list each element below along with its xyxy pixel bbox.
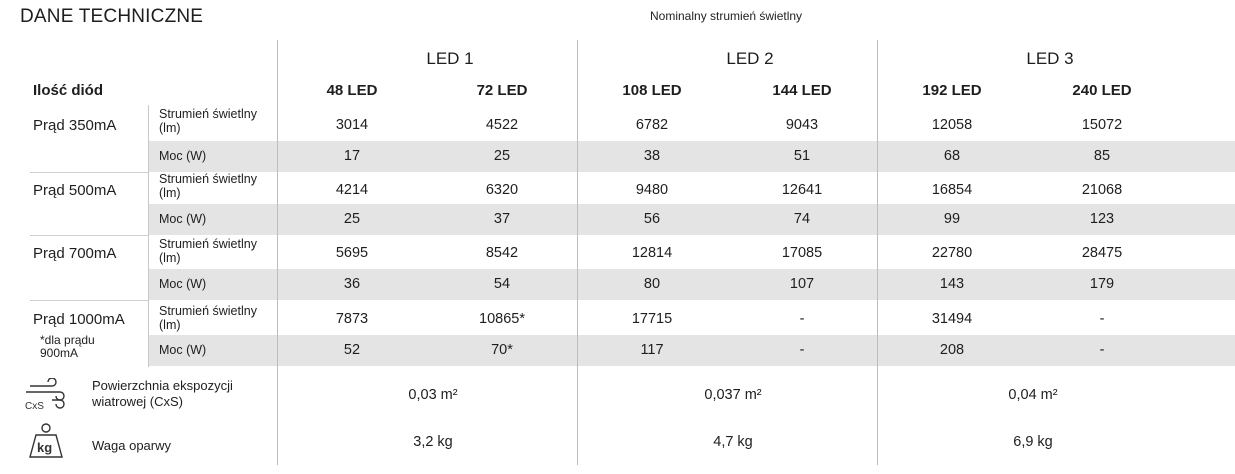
table-cell: 117: [640, 342, 664, 358]
table-cell: 4214: [335, 182, 369, 198]
table-cell: 25: [343, 211, 361, 227]
table-cell: 36: [343, 276, 361, 292]
sub-label-power: Moc (W): [159, 343, 207, 357]
weight-label: Waga oparwy: [92, 438, 171, 453]
table-cell: 31494: [931, 311, 973, 327]
table-cell: 208: [939, 342, 965, 358]
svg-text:CxS: CxS: [25, 401, 44, 412]
table-cell: 70*: [491, 342, 513, 358]
sub-label-flux: Strumień świetlny (lm): [159, 304, 257, 332]
table-cell: 15072: [1081, 117, 1123, 133]
table-cell: 12814: [631, 245, 673, 261]
table-cell: 38: [643, 148, 661, 164]
shade-row-power-500: [148, 204, 1235, 235]
table-cell: -: [799, 311, 805, 327]
current-label-700: Prąd 700mA: [33, 245, 117, 262]
table-cell: 52: [343, 342, 361, 358]
shade-row-power-350: [148, 141, 1235, 172]
weight-value-led3: 6,9 kg: [1013, 434, 1053, 450]
shade-row-power-1000: [148, 335, 1235, 366]
sub-label-power: Moc (W): [159, 149, 207, 163]
table-cell: -: [799, 342, 805, 358]
sub-label-power: Moc (W): [159, 277, 207, 291]
title: DANE TECHNICZNE: [20, 6, 204, 27]
sub-label-flux: Strumień świetlny (lm): [159, 107, 257, 135]
column-header-72: 72 LED: [476, 82, 528, 99]
wind-exposure-label: Powierzchnia ekspozycji wiatrowej (CxS): [92, 378, 233, 409]
separator-350: [30, 172, 148, 173]
table-cell: 4522: [485, 117, 519, 133]
wind-cxs-icon: CxS: [22, 377, 72, 412]
table-cell: 54: [493, 276, 511, 292]
shade-row-power-700: [148, 269, 1235, 300]
column-header-144: 144 LED: [772, 82, 832, 99]
table-cell: 56: [643, 211, 661, 227]
column-header-240: 240 LED: [1072, 82, 1132, 99]
table-cell: 179: [1089, 276, 1115, 292]
table-cell: 25: [493, 148, 511, 164]
table-cell: 16854: [931, 182, 973, 198]
table-cell: 21068: [1081, 182, 1123, 198]
table-cell: 9480: [635, 182, 669, 198]
divider-led1: [277, 40, 278, 465]
table-cell: -: [1099, 311, 1105, 327]
table-cell: 3014: [335, 117, 369, 133]
divider-led2: [577, 40, 578, 465]
table-cell: 6320: [485, 182, 519, 198]
table-cell: -: [1099, 342, 1105, 358]
subtitle: Nominalny strumień świetlny: [650, 9, 803, 23]
sub-label-flux: Strumień świetlny (lm): [159, 172, 257, 200]
table-cell: 28475: [1081, 245, 1123, 261]
table-cell: 7873: [335, 311, 369, 327]
group-header-led1: LED 1: [426, 49, 474, 68]
wind-value-led3: 0,04 m²: [1008, 387, 1058, 403]
weight-value-led2: 4,7 kg: [713, 434, 753, 450]
table-cell: 99: [943, 211, 961, 227]
table-cell: 12058: [931, 117, 973, 133]
sub-label-power: Moc (W): [159, 212, 207, 226]
table-cell: 9043: [785, 117, 819, 133]
table-cell: 80: [643, 276, 661, 292]
wind-value-led1: 0,03 m²: [408, 387, 458, 403]
table-cell: 10865*: [479, 311, 525, 327]
table-cell: 22780: [931, 245, 973, 261]
column-header-192: 192 LED: [922, 82, 982, 99]
table-cell: 107: [789, 276, 815, 292]
divider-led3: [877, 40, 878, 465]
kg-weight-icon: kg: [26, 421, 66, 461]
table-cell: 17: [343, 148, 361, 164]
separator-700: [30, 300, 148, 301]
table-cell: 37: [493, 211, 511, 227]
table-cell: 51: [793, 148, 811, 164]
table-cell: 123: [1089, 211, 1115, 227]
column-header-48: 48 LED: [326, 82, 378, 99]
current-label-1000: Prąd 1000mA: [33, 311, 125, 328]
table-cell: 74: [793, 211, 811, 227]
weight-value-led1: 3,2 kg: [413, 434, 453, 450]
group-header-led2: LED 2: [726, 49, 774, 68]
table-cell: 68: [943, 148, 961, 164]
table-cell: 8542: [485, 245, 519, 261]
current-note-900: *dla prądu 900mA: [40, 333, 95, 360]
table-cell: 17715: [631, 311, 673, 327]
table-cell: 17085: [781, 245, 823, 261]
table-cell: 85: [1093, 148, 1111, 164]
svg-text:kg: kg: [37, 440, 52, 455]
table-cell: 5695: [335, 245, 369, 261]
sub-label-flux: Strumień świetlny (lm): [159, 237, 257, 265]
group-header-led3: LED 3: [1026, 49, 1074, 68]
diode-count-label: Ilość diód: [33, 82, 104, 99]
divider-sublabel: [148, 105, 149, 367]
wind-value-led2: 0,037 m²: [704, 387, 762, 403]
separator-500: [30, 235, 148, 236]
table-cell: 6782: [635, 117, 669, 133]
table-cell: 12641: [781, 182, 823, 198]
current-label-500: Prąd 500mA: [33, 182, 117, 199]
current-label-350: Prąd 350mA: [33, 117, 117, 134]
column-header-108: 108 LED: [622, 82, 682, 99]
table-cell: 143: [939, 276, 965, 292]
